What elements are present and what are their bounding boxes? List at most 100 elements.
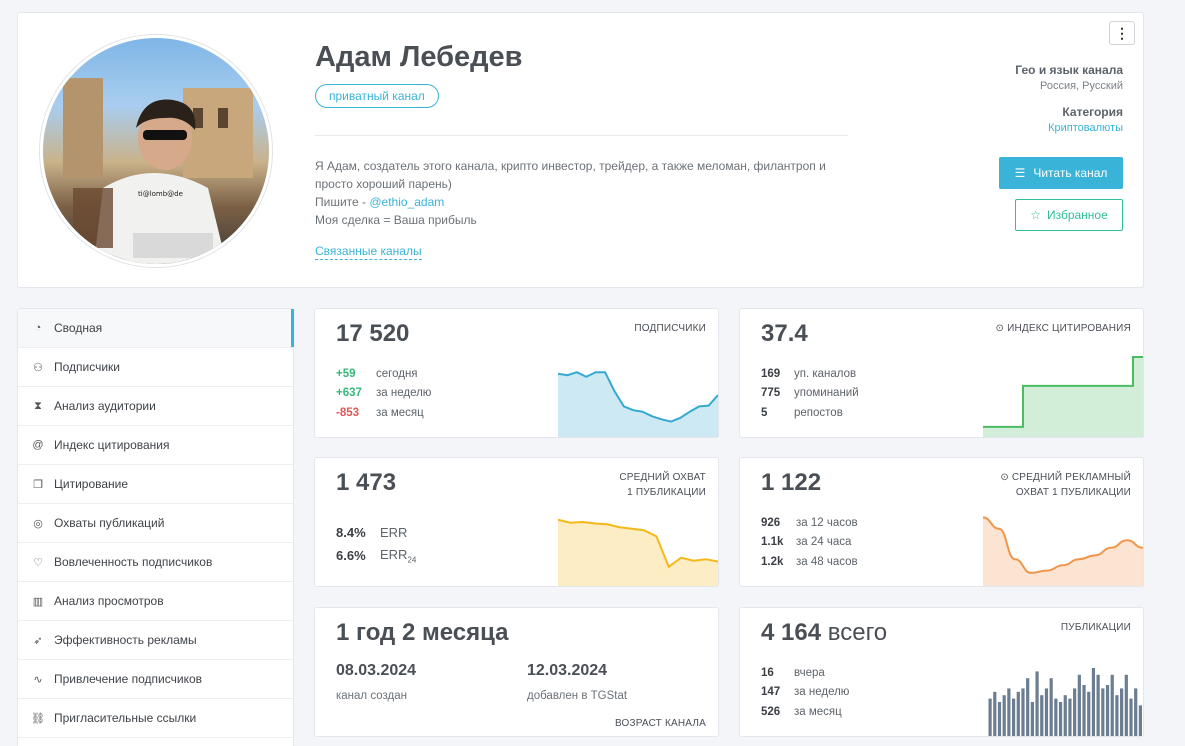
ad-reach-card[interactable]: 1 122 ⊙ СРЕДНИЙ РЕКЛАМНЫЙ ОХВАТ 1 ПУБЛИК… (739, 457, 1144, 587)
citation-caption-text: ИНДЕКС ЦИТИРОВАНИЯ (1007, 323, 1131, 334)
avg-reach-card[interactable]: 1 473 СРЕДНИЙ ОХВАТ 1 ПУБЛИКАЦИИ 8.4% ERR… (314, 457, 719, 587)
publications-bar (1058, 702, 1063, 736)
stat-row: 16 вчера (761, 663, 849, 683)
publications-bar (1105, 685, 1110, 736)
err-label: ERR (380, 525, 408, 540)
caption-line: СРЕДНИЙ ОХВАТ (619, 472, 706, 483)
publications-card[interactable]: 4 164 всего ПУБЛИКАЦИИ 16 вчера 147 за нед… (739, 607, 1144, 737)
ad-reach-stats: 926 за 12 часов 1.1k за 24 часа 1.2k за 48 … (761, 513, 858, 572)
sidebar-item-label: Анализ аудитории (54, 399, 156, 413)
sidebar-item-invite-links[interactable]: ⛓ Пригласительные ссылки (18, 699, 293, 738)
change-row: +637 за неделю (336, 384, 431, 404)
sidebar-item-citations[interactable]: ❐ Цитирование (18, 465, 293, 504)
sidebar-item-subscribers[interactable]: ⚇ Подписчики (18, 348, 293, 387)
change-value: +59 (336, 367, 356, 380)
subscribers-sparkline-area (558, 372, 718, 437)
publications-value: 4 164 всего (761, 619, 887, 647)
sidebar-item-citation-index[interactable]: @ Индекс цитирования (18, 426, 293, 465)
subscribers-sparkline (558, 371, 718, 437)
description-line: Я Адам, создатель этого канала, крипто и… (315, 159, 826, 173)
category-link[interactable]: Криптовалюты (1048, 122, 1123, 134)
channel-title: Адам Лебедев (315, 41, 523, 73)
sidebar-item-acquisition[interactable]: ∿ Привлечение подписчиков (18, 660, 293, 699)
stat-row: 926 за 12 часов (761, 513, 858, 533)
more-vertical-icon[interactable]: ⋮ (1109, 21, 1135, 45)
stat-label: за 24 часа (796, 536, 852, 549)
stat-value: 526 (761, 705, 781, 718)
stat-row: 1.1k за 24 часа (761, 533, 858, 553)
related-channels-link[interactable]: Связанные каналы (315, 244, 422, 260)
avg-reach-sparkline-area (558, 519, 718, 586)
description-line: просто хороший парень) (315, 177, 452, 191)
description-contact: Пишите - @ethio_adam (315, 193, 855, 211)
geo-label: Гео и язык канала (1015, 63, 1123, 77)
stat-label: уп. каналов (794, 367, 857, 380)
subscribers-card[interactable]: 17 520 ПОДПИСЧИКИ +59 сегодня +637 за неде… (314, 308, 719, 438)
channel-header-card: ti@lomb@de Адам Лебедев приватный канал … (17, 12, 1144, 288)
change-label: за неделю (376, 387, 432, 400)
citation-index-card[interactable]: 37.4 ⊙ ИНДЕКС ЦИТИРОВАНИЯ 169 уп. каналов… (739, 308, 1144, 438)
stat-value: 775 (761, 387, 781, 400)
publications-bar (1115, 695, 1119, 736)
contact-prefix: Пишите - (315, 195, 370, 209)
publications-bar (1026, 678, 1030, 736)
copy-icon: ❐ (33, 478, 43, 491)
stat-value: 169 (761, 367, 781, 380)
ad-reach-sparkline-area (983, 517, 1143, 586)
publications-bar (1011, 698, 1016, 736)
citation-sparkline (983, 356, 1143, 437)
category-block: Категория Криптовалюты (1048, 105, 1123, 134)
publications-bar (1007, 688, 1011, 736)
sidebar-item-audience[interactable]: ⧗ Анализ аудитории (18, 387, 293, 426)
err-value: 8.4% (336, 525, 366, 540)
publications-bar (1002, 695, 1006, 736)
sidebar-item-label: Вовлеченность подписчиков (54, 555, 213, 569)
err-stats: 8.4% ERR 6.6% ERR24 (336, 521, 416, 567)
contact-link[interactable]: @ethio_adam (369, 195, 445, 209)
sidebar-item-label: Индекс цитирования (54, 438, 170, 452)
publications-bar (1044, 688, 1049, 736)
sidebar-item-label: Сводная (54, 321, 103, 335)
stat-label: за 48 часов (796, 555, 858, 568)
hourglass-icon: ⧗ (34, 399, 42, 412)
avg-reach-value: 1 473 (336, 469, 397, 496)
stat-label: за 12 часов (796, 516, 858, 529)
sidebar-item-views[interactable]: ▥ Анализ просмотров (18, 582, 293, 621)
citation-stats: 169 уп. каналов 775 упоминаний 5 репостов (761, 364, 859, 423)
caption-line: ОХВАТ 1 ПУБЛИКАЦИИ (1015, 487, 1131, 498)
stat-row: 169 уп. каналов (761, 364, 859, 384)
sidebar-item-ads[interactable]: ➶ Эффективность рекламы (18, 621, 293, 660)
publications-bar (1077, 674, 1081, 736)
caption-line: 1 ПУБЛИКАЦИИ (627, 487, 706, 498)
publications-bar (1030, 702, 1034, 736)
citation-index-value: 37.4 (761, 320, 808, 347)
publications-bar (1082, 685, 1086, 736)
ad-reach-sparkline (983, 516, 1143, 586)
change-value: +637 (336, 387, 362, 400)
publications-bar (1063, 695, 1067, 736)
err24-label: ERR24 (380, 547, 416, 565)
sidebar-item-summary[interactable]: ◔ Сводная (18, 309, 294, 348)
ad-reach-value: 1 122 (761, 469, 822, 496)
caption-text: СРЕДНИЙ РЕКЛАМНЫЙ (1011, 472, 1131, 483)
sidebar-item-reach[interactable]: ◎ Охваты публикаций (18, 504, 293, 543)
sidebar-item-label: Анализ просмотров (54, 594, 164, 608)
favorites-button[interactable]: ☆ Избранное (1015, 199, 1123, 231)
added-label: добавлен в TGStat (527, 690, 628, 702)
stat-row: 147 за неделю (761, 683, 849, 703)
publications-suffix: всего (827, 619, 888, 646)
stat-value: 147 (761, 686, 781, 699)
publications-count: 4 164 (761, 619, 822, 646)
svg-text:ti@lomb@de: ti@lomb@de (138, 190, 183, 198)
change-value: -853 (336, 406, 360, 419)
list-icon: ☰ (1014, 166, 1026, 180)
subscribers-sparkline-line (558, 371, 718, 423)
sidebar-item-label: Охваты публикаций (54, 516, 165, 530)
publications-bar (988, 698, 992, 736)
publications-bar (1129, 698, 1133, 736)
publications-stats: 16 вчера 147 за неделю 526 за месяц (761, 663, 849, 722)
channel-age-card: 1 год 2 месяца 08.03.2024 канал создан 1… (314, 607, 719, 737)
publications-bar (997, 702, 1002, 736)
sidebar-item-engagement[interactable]: ♡ Вовлеченность подписчиков (18, 543, 293, 582)
read-channel-button[interactable]: ☰ Читать канал (999, 157, 1123, 189)
